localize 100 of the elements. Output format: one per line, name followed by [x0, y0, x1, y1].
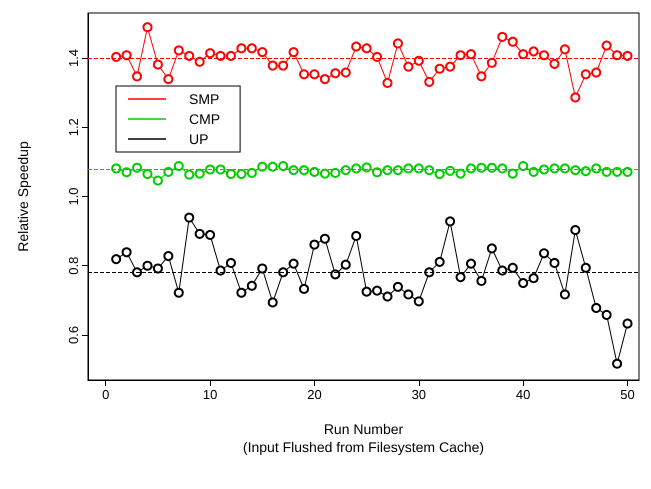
point: [132, 71, 142, 82]
point: [205, 164, 216, 174]
point: [539, 248, 550, 258]
point: [414, 296, 424, 306]
x-tick-label: 50: [620, 387, 635, 402]
point: [403, 62, 414, 72]
point: [602, 310, 612, 320]
point: [288, 258, 299, 269]
point: [362, 162, 372, 172]
legend-label: UP: [189, 131, 208, 147]
point: [142, 22, 152, 32]
point: [372, 286, 382, 296]
point: [518, 278, 528, 288]
point: [216, 266, 226, 276]
x-tick-label: 20: [307, 387, 322, 402]
point: [497, 32, 508, 42]
point: [340, 68, 351, 78]
point: [257, 47, 268, 58]
point: [288, 165, 299, 176]
point: [163, 251, 174, 262]
point: [476, 71, 486, 82]
point: [612, 166, 622, 177]
point: [445, 62, 456, 72]
x-tick-label: 40: [516, 387, 530, 402]
point: [351, 230, 362, 241]
point: [142, 260, 152, 271]
point: [320, 234, 330, 244]
point: [236, 43, 246, 54]
point: [539, 50, 550, 60]
y-tick-label: 1.4: [66, 48, 81, 68]
point: [309, 166, 320, 177]
point: [508, 262, 518, 273]
point: [382, 292, 392, 302]
point: [205, 48, 216, 58]
point: [351, 42, 362, 52]
point: [236, 168, 246, 179]
point: [163, 166, 174, 177]
point: [330, 269, 340, 280]
point: [226, 50, 236, 61]
point: [268, 297, 278, 308]
point: [309, 240, 320, 250]
legend-label: CMP: [189, 111, 220, 127]
point: [382, 78, 392, 88]
point: [278, 161, 288, 172]
point: [236, 288, 246, 298]
point: [602, 166, 612, 177]
point: [570, 165, 580, 176]
point: [518, 161, 528, 172]
point: [591, 302, 602, 313]
point: [288, 47, 299, 58]
point: [111, 254, 122, 264]
point: [591, 68, 602, 78]
point: [184, 212, 194, 223]
y-tick-label: 0.8: [66, 256, 81, 275]
point: [362, 43, 372, 54]
point: [299, 69, 310, 80]
point: [612, 358, 622, 369]
point: [278, 267, 288, 278]
point: [184, 170, 194, 180]
point: [622, 166, 633, 177]
point: [612, 50, 622, 60]
point: [549, 258, 560, 268]
point: [340, 260, 351, 270]
point: [246, 43, 257, 54]
point: [205, 230, 216, 240]
point: [528, 46, 539, 56]
point: [518, 49, 528, 60]
point: [257, 264, 268, 274]
point: [549, 58, 560, 69]
legend-label: SMP: [189, 91, 220, 107]
point: [486, 58, 497, 68]
point: [528, 166, 539, 177]
point: [486, 162, 497, 173]
point: [434, 168, 445, 179]
point: [142, 168, 152, 179]
point: [372, 167, 382, 178]
x-tick-label: 30: [412, 387, 426, 402]
point: [278, 60, 288, 71]
point: [122, 167, 132, 178]
point: [508, 36, 518, 47]
point: [174, 45, 184, 56]
point: [434, 64, 445, 74]
point: [152, 60, 163, 70]
point: [194, 56, 205, 67]
point: [570, 225, 580, 236]
point: [163, 74, 174, 84]
point: [508, 168, 518, 179]
point: [132, 267, 142, 278]
point: [580, 69, 591, 80]
point: [497, 266, 508, 276]
point: [434, 256, 445, 267]
y-tick-label: 1.2: [66, 118, 81, 136]
x-tick-label: 0: [102, 387, 110, 402]
point: [132, 162, 142, 173]
x-tick-label: 10: [202, 387, 218, 402]
point: [424, 76, 434, 87]
y-tick-label: 1.0: [66, 187, 81, 206]
point: [414, 163, 424, 174]
point: [445, 166, 456, 176]
y-axis-title: Relative Speedup: [15, 141, 31, 252]
